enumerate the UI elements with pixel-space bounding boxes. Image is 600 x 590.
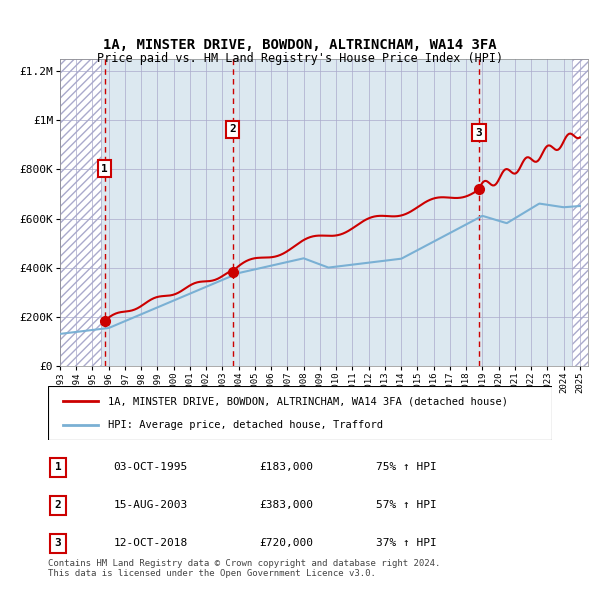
Text: 57% ↑ HPI: 57% ↑ HPI — [376, 500, 436, 510]
Text: £383,000: £383,000 — [260, 500, 314, 510]
Bar — [60, 59, 101, 366]
Bar — [572, 59, 596, 366]
Text: 1: 1 — [55, 462, 61, 472]
Text: 3: 3 — [475, 127, 482, 137]
Text: 15-AUG-2003: 15-AUG-2003 — [113, 500, 188, 510]
Text: HPI: Average price, detached house, Trafford: HPI: Average price, detached house, Traf… — [109, 419, 383, 430]
FancyBboxPatch shape — [48, 386, 552, 440]
Text: 12-OCT-2018: 12-OCT-2018 — [113, 539, 188, 548]
Bar — [60, 59, 101, 366]
Text: 03-OCT-1995: 03-OCT-1995 — [113, 462, 188, 472]
Text: £183,000: £183,000 — [260, 462, 314, 472]
Bar — [572, 59, 596, 366]
Text: 75% ↑ HPI: 75% ↑ HPI — [376, 462, 436, 472]
Text: 1A, MINSTER DRIVE, BOWDON, ALTRINCHAM, WA14 3FA (detached house): 1A, MINSTER DRIVE, BOWDON, ALTRINCHAM, W… — [109, 396, 508, 407]
Text: 1A, MINSTER DRIVE, BOWDON, ALTRINCHAM, WA14 3FA: 1A, MINSTER DRIVE, BOWDON, ALTRINCHAM, W… — [103, 38, 497, 53]
Text: 37% ↑ HPI: 37% ↑ HPI — [376, 539, 436, 548]
Text: 1: 1 — [101, 163, 108, 173]
Text: £720,000: £720,000 — [260, 539, 314, 548]
Text: 2: 2 — [55, 500, 61, 510]
Text: 2: 2 — [229, 124, 236, 135]
Text: 3: 3 — [55, 539, 61, 548]
Text: Contains HM Land Registry data © Crown copyright and database right 2024.
This d: Contains HM Land Registry data © Crown c… — [48, 559, 440, 578]
Text: Price paid vs. HM Land Registry's House Price Index (HPI): Price paid vs. HM Land Registry's House … — [97, 52, 503, 65]
